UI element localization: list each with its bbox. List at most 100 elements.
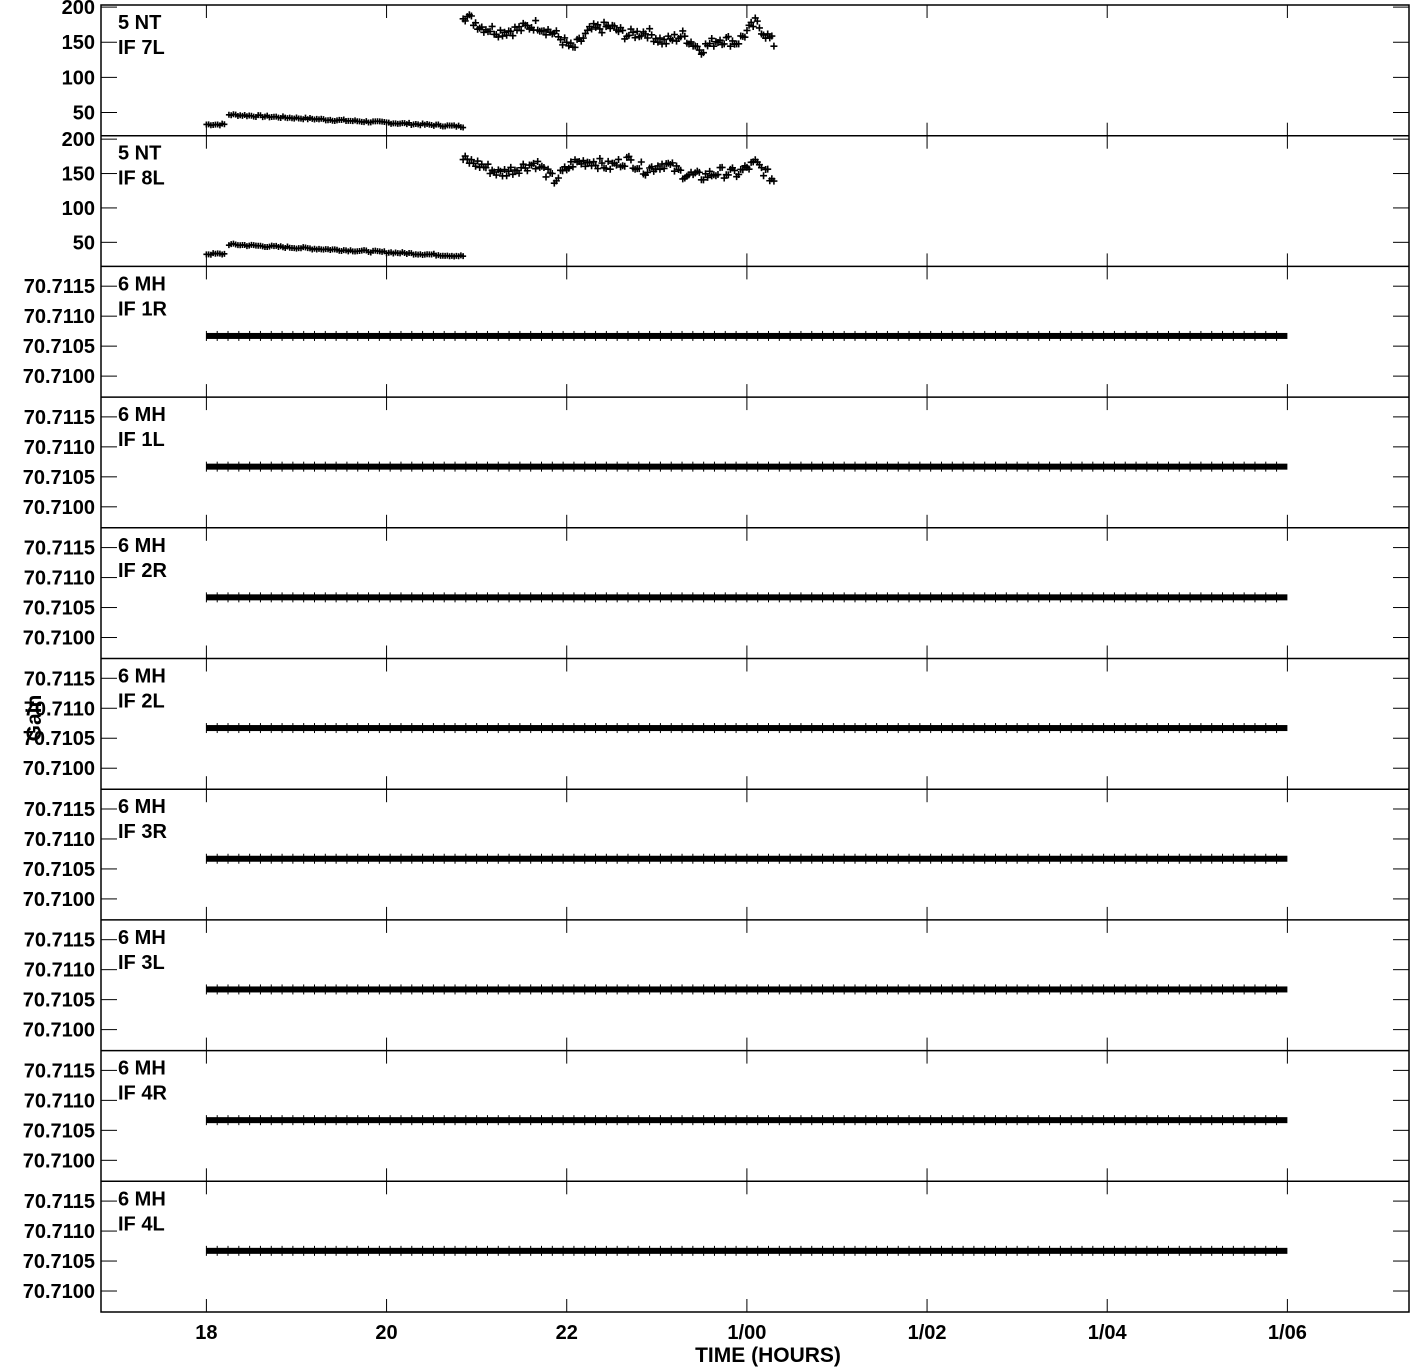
data-point [492,171,500,179]
data-point [583,26,591,34]
data-point [532,165,540,173]
y-tick-label: 70.7110 [24,1221,95,1243]
data-point [503,172,511,180]
data-point [542,31,550,39]
data-point [579,34,587,42]
panel-if-label: IF 8L [118,168,165,190]
y-tick-label: 70.7105 [23,1251,95,1273]
data-point [749,23,757,31]
data-point [552,27,560,35]
data-point [731,166,739,174]
data-point [221,250,228,257]
data-point [716,36,724,44]
data-series [205,853,1288,864]
y-tick-label: 200 [62,129,95,151]
data-point [770,42,778,50]
data-point [679,27,687,35]
y-tick-label: 70.7115 [24,407,95,429]
data-point [724,171,732,179]
panel-antenna-label: 6 MH [118,1058,166,1080]
data-point [594,165,602,173]
data-series [205,1115,1288,1126]
panel-if-label: IF 2R [118,560,167,582]
data-point [631,34,639,42]
y-tick-label: 70.7115 [24,1191,95,1213]
data-point [646,25,654,33]
data-point [710,42,718,50]
panel-5: 70.7100 70.7105 70.7110 70.7115 6 MH IF 2R [23,527,1409,659]
data-point [596,155,604,163]
data-point [753,17,761,25]
data-point [695,168,703,176]
data-point [523,167,531,175]
data-point [598,159,606,167]
data-point [625,152,633,160]
data-point [559,41,567,49]
data-point [600,18,608,26]
y-tick-label: 70.7100 [23,1281,95,1303]
data-point [670,167,678,175]
data-point [743,26,751,34]
x-tick-label: 20 [375,1322,397,1344]
panel-3: 70.7100 70.7105 70.7110 70.7115 6 MH IF 1R [23,265,1409,398]
data-point [523,22,531,30]
y-tick-label: 70.7115 [24,1060,95,1082]
data-point [656,165,664,173]
panel-if-label: IF 4R [118,1083,167,1105]
panel-antenna-label: 6 MH [118,535,166,557]
data-point [637,32,645,40]
data-point [739,166,747,174]
y-tick-label: 70.7100 [23,1150,95,1172]
data-point [484,160,492,168]
data-point [718,163,726,171]
y-tick-label: 70.7105 [23,859,95,881]
x-tick-label: 1/00 [727,1322,766,1344]
data-point [747,18,755,26]
panel-antenna-label: 6 MH [118,666,166,688]
data-point [735,40,743,48]
data-point [567,158,575,166]
y-tick-label: 50 [73,232,95,254]
data-point [627,156,635,164]
x-tick-label: 1/02 [908,1322,947,1344]
y-tick-label: 70.7105 [23,336,95,358]
data-point [637,158,645,166]
data-point [704,173,712,181]
data-point [590,158,598,166]
data-point [629,28,637,36]
data-point [598,29,606,37]
y-tick-label: 70.7105 [23,467,95,489]
data-point [660,35,668,43]
data-point [503,31,511,39]
data-point [467,12,475,20]
data-series [205,984,1288,995]
data-point [741,33,749,41]
y-tick-label: 70.7115 [24,276,95,298]
y-tick-label: 70.7100 [23,889,95,911]
y-tick-label: 70.7105 [23,728,95,750]
data-point [588,25,596,33]
x-tick-label: 18 [195,1322,217,1344]
data-point [519,160,527,168]
data-point [735,170,743,178]
panel-9: 70.7100 70.7105 70.7110 70.7115 6 MH IF 4R [23,1049,1409,1182]
data-point [699,176,707,184]
panel-4: 70.7100 70.7105 70.7110 70.7115 6 MH IF 1L [23,396,1409,528]
data-point [621,162,629,170]
data-point [770,177,778,185]
data-point [706,167,714,175]
data-point [460,253,467,260]
data-point [517,27,525,35]
data-point [641,30,649,38]
data-point [554,174,562,182]
y-tick-label: 70.7100 [23,497,95,519]
x-tick-labels: 18 20 22 1/00 1/02 1/04 1/06 [195,1322,1307,1344]
panel-7: 70.7100 70.7105 70.7110 70.7115 6 MH IF 3R [23,788,1409,920]
data-point [648,163,656,171]
data-point [540,27,548,35]
y-tick-label: 70.7100 [23,628,95,650]
data-point [501,166,509,174]
data-point [654,38,662,46]
y-tick-label: 70.7105 [23,598,95,620]
data-series [205,461,1288,472]
